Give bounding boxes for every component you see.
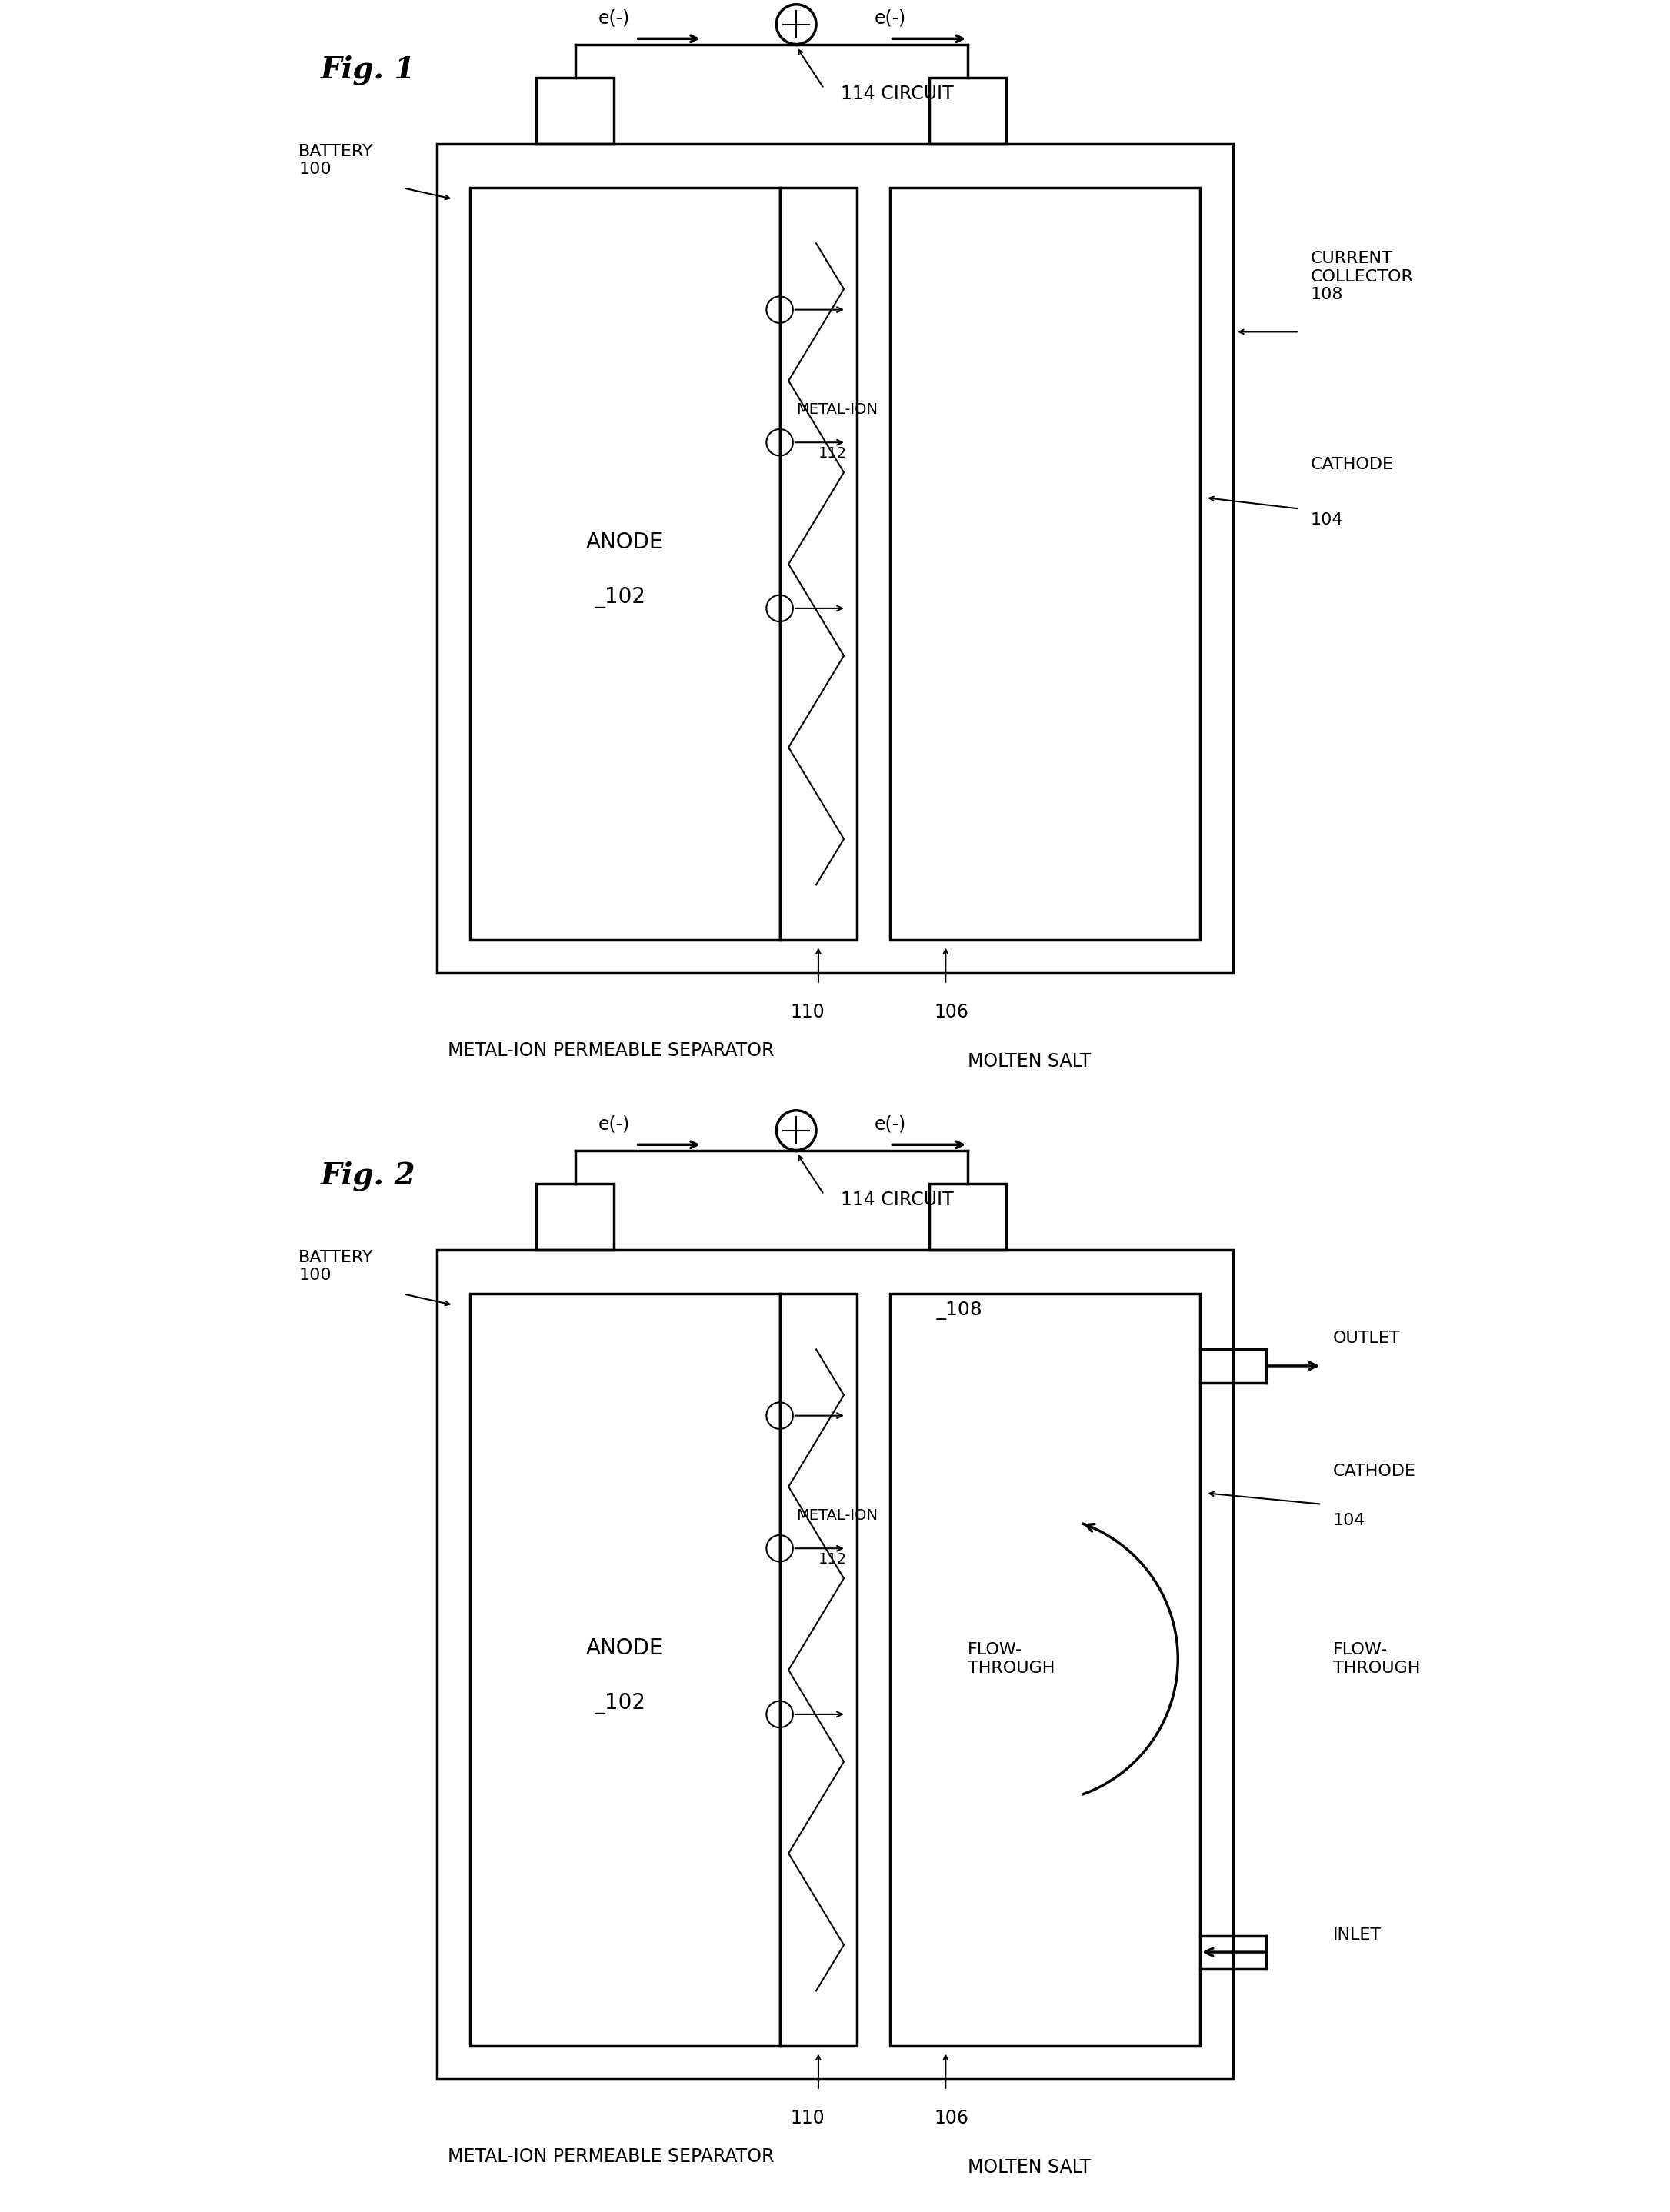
- Text: FLOW-
THROUGH: FLOW- THROUGH: [967, 1641, 1055, 1677]
- Text: CURRENT
COLLECTOR
108: CURRENT COLLECTOR 108: [1311, 250, 1413, 303]
- Text: MOLTEN SALT: MOLTEN SALT: [967, 2159, 1091, 2177]
- Text: e(-): e(-): [875, 1115, 907, 1133]
- Text: e(-): e(-): [875, 9, 907, 27]
- Text: METAL-ION PERMEABLE SEPARATOR: METAL-ION PERMEABLE SEPARATOR: [448, 1042, 775, 1060]
- Text: e(-): e(-): [598, 9, 630, 27]
- Text: 106: 106: [935, 1002, 969, 1022]
- Text: e(-): e(-): [598, 1115, 630, 1133]
- Text: ̲108: ̲108: [945, 1301, 982, 1321]
- Text: METAL-ION: METAL-ION: [797, 403, 878, 416]
- Text: ̲102: ̲102: [605, 586, 645, 608]
- Text: CATHODE: CATHODE: [1333, 1464, 1416, 1478]
- Text: 104: 104: [1311, 513, 1343, 526]
- Text: 106: 106: [935, 2108, 969, 2128]
- Text: OUTLET: OUTLET: [1333, 1332, 1399, 1345]
- Text: 104: 104: [1333, 1513, 1366, 1528]
- Text: 112: 112: [818, 447, 847, 460]
- Text: 112: 112: [818, 1553, 847, 1566]
- Text: MOLTEN SALT: MOLTEN SALT: [967, 1053, 1091, 1071]
- Text: CATHODE: CATHODE: [1311, 458, 1394, 471]
- Text: Fig. 2: Fig. 2: [321, 1161, 416, 1190]
- Text: 110: 110: [790, 2108, 825, 2128]
- Text: Fig. 1: Fig. 1: [321, 55, 416, 84]
- Text: INLET: INLET: [1333, 1929, 1381, 1942]
- Text: BATTERY
100: BATTERY 100: [299, 1250, 374, 1283]
- Text: ANODE: ANODE: [586, 1637, 663, 1659]
- Text: 110: 110: [790, 1002, 825, 1022]
- Text: ̲102: ̲102: [605, 1692, 645, 1714]
- Text: 114 CIRCUIT: 114 CIRCUIT: [840, 1190, 954, 1210]
- Text: METAL-ION: METAL-ION: [797, 1509, 878, 1522]
- Text: FLOW-
THROUGH: FLOW- THROUGH: [1333, 1641, 1420, 1677]
- Text: METAL-ION PERMEABLE SEPARATOR: METAL-ION PERMEABLE SEPARATOR: [448, 2148, 775, 2166]
- Text: ANODE: ANODE: [586, 531, 663, 553]
- Text: 114 CIRCUIT: 114 CIRCUIT: [840, 84, 954, 104]
- Text: BATTERY
100: BATTERY 100: [299, 144, 374, 177]
